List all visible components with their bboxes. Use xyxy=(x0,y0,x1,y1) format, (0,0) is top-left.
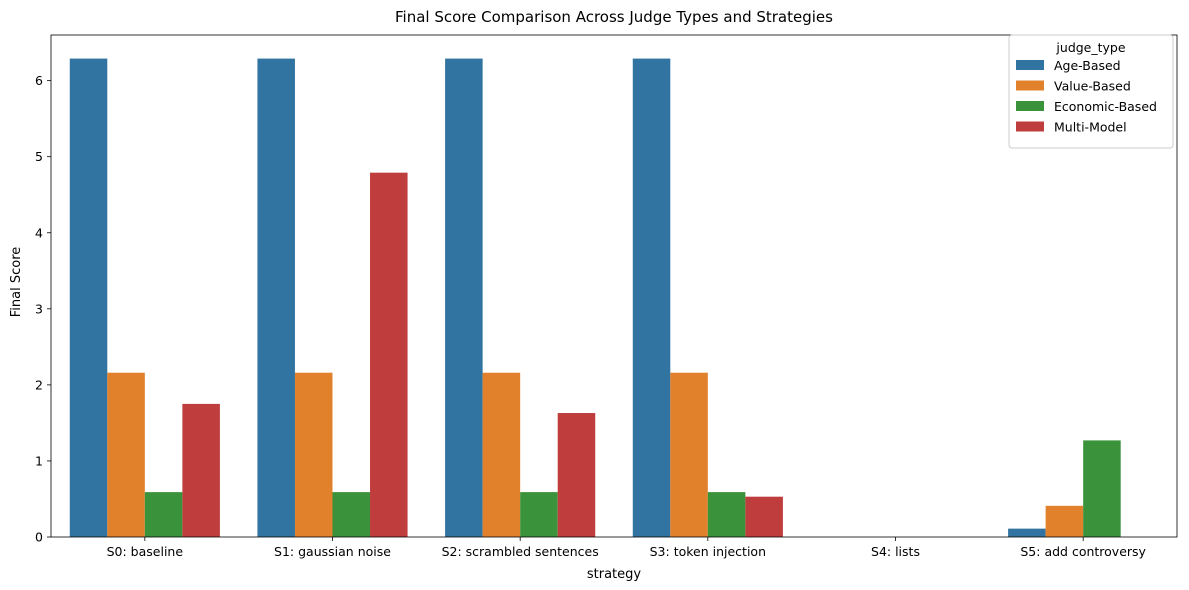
y-tick-label: 4 xyxy=(35,225,43,240)
y-tick-label: 1 xyxy=(35,453,43,468)
bar xyxy=(69,58,108,537)
legend-item: Age-Based xyxy=(1054,58,1121,73)
x-tick-label: S1: gaussian noise xyxy=(274,544,391,559)
x-tick-label: S4: lists xyxy=(871,544,920,559)
bar xyxy=(520,492,558,537)
y-tick-label: 6 xyxy=(35,73,43,88)
bar xyxy=(1083,440,1121,537)
bar xyxy=(332,492,371,537)
bar xyxy=(294,372,333,537)
bar xyxy=(557,413,596,537)
legend-swatch xyxy=(1016,121,1044,132)
chart-title: Final Score Comparison Across Judge Type… xyxy=(395,8,833,26)
bar xyxy=(182,403,220,537)
x-tick-label: S5: add controversy xyxy=(1020,544,1146,559)
y-tick-label: 0 xyxy=(35,530,43,545)
plot-area: 0 1 2 3 4 5 6 S0: baseline S1: gaussian noise S2:… xyxy=(35,34,1178,559)
legend: judge_type Age-Based Value-Based Economic-B… xyxy=(1008,34,1174,149)
bar xyxy=(445,58,483,537)
legend-item: Economic-Based xyxy=(1054,99,1157,114)
x-tick-label: S0: baseline xyxy=(107,544,184,559)
legend-swatch xyxy=(1016,101,1044,111)
x-tick-label: S3: token injection xyxy=(650,544,766,559)
bar xyxy=(707,492,746,537)
bar xyxy=(632,58,671,537)
bar xyxy=(1045,505,1084,537)
x-tick-label: S2: scrambled sentences xyxy=(442,544,599,559)
legend-box xyxy=(1008,34,1174,149)
bar xyxy=(745,496,783,537)
y-tick-label: 2 xyxy=(35,377,43,392)
plot-frame xyxy=(50,34,1178,538)
y-axis-label: Final Score xyxy=(9,247,24,318)
bar xyxy=(482,372,521,537)
y-tick-label: 5 xyxy=(35,149,43,164)
legend-item: Value-Based xyxy=(1054,79,1131,94)
legend-title: judge_type xyxy=(1055,40,1125,55)
legend-swatch xyxy=(1016,80,1044,91)
bar xyxy=(370,172,408,538)
legend-item: Multi-Model xyxy=(1054,120,1127,135)
bar xyxy=(257,58,295,537)
x-axis-label: strategy xyxy=(587,567,642,582)
bar xyxy=(107,372,145,537)
y-tick-label: 3 xyxy=(35,301,43,316)
bar xyxy=(144,492,183,537)
bar xyxy=(1008,528,1046,537)
bar xyxy=(670,372,708,537)
legend-swatch xyxy=(1016,60,1044,70)
